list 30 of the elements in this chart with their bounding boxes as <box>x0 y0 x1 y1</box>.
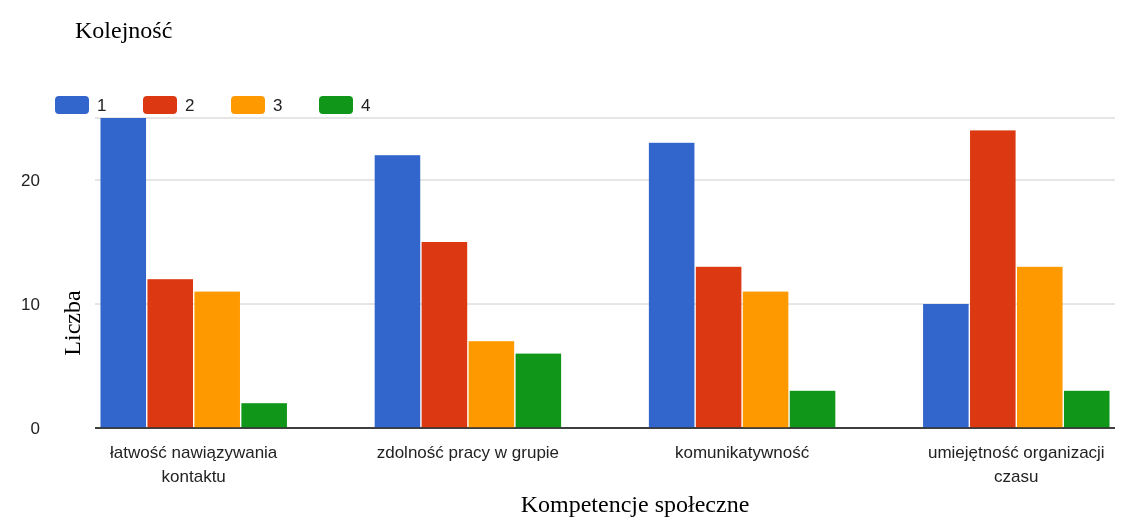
x-axis-title: Kompetencje społeczne <box>520 491 750 517</box>
bar <box>421 242 468 428</box>
bar <box>695 266 742 428</box>
x-tick-label: łatwość nawiązywania kontaktu <box>110 443 278 486</box>
y-tick-label: 10 <box>21 294 40 314</box>
bar <box>468 341 515 428</box>
x-tick-label: komunikatywność <box>675 443 810 462</box>
bar <box>923 304 969 428</box>
bar <box>100 118 147 428</box>
x-tick-label: zdolność pracy w grupie <box>376 443 560 462</box>
y-tick-label: 0 <box>30 418 40 438</box>
bar <box>789 390 836 428</box>
bar <box>194 291 240 428</box>
y-tick-label: 20 <box>21 170 40 190</box>
bar <box>1016 266 1063 428</box>
bar <box>970 130 1016 428</box>
bar <box>515 353 562 428</box>
legend-label: 4 <box>361 95 371 115</box>
x-tick-label: umiejętność organizacji czasu <box>927 443 1105 486</box>
bar <box>147 279 194 428</box>
bar <box>1063 390 1110 428</box>
legend-label: 1 <box>97 95 107 115</box>
bar <box>742 291 789 428</box>
legend-label: 3 <box>273 95 283 115</box>
bar <box>374 155 421 428</box>
chart-title: Kolejność <box>75 17 173 43</box>
bar <box>648 142 695 428</box>
bar <box>241 403 287 428</box>
y-axis-title: Liczba <box>59 290 85 356</box>
legend-label: 2 <box>185 95 195 115</box>
